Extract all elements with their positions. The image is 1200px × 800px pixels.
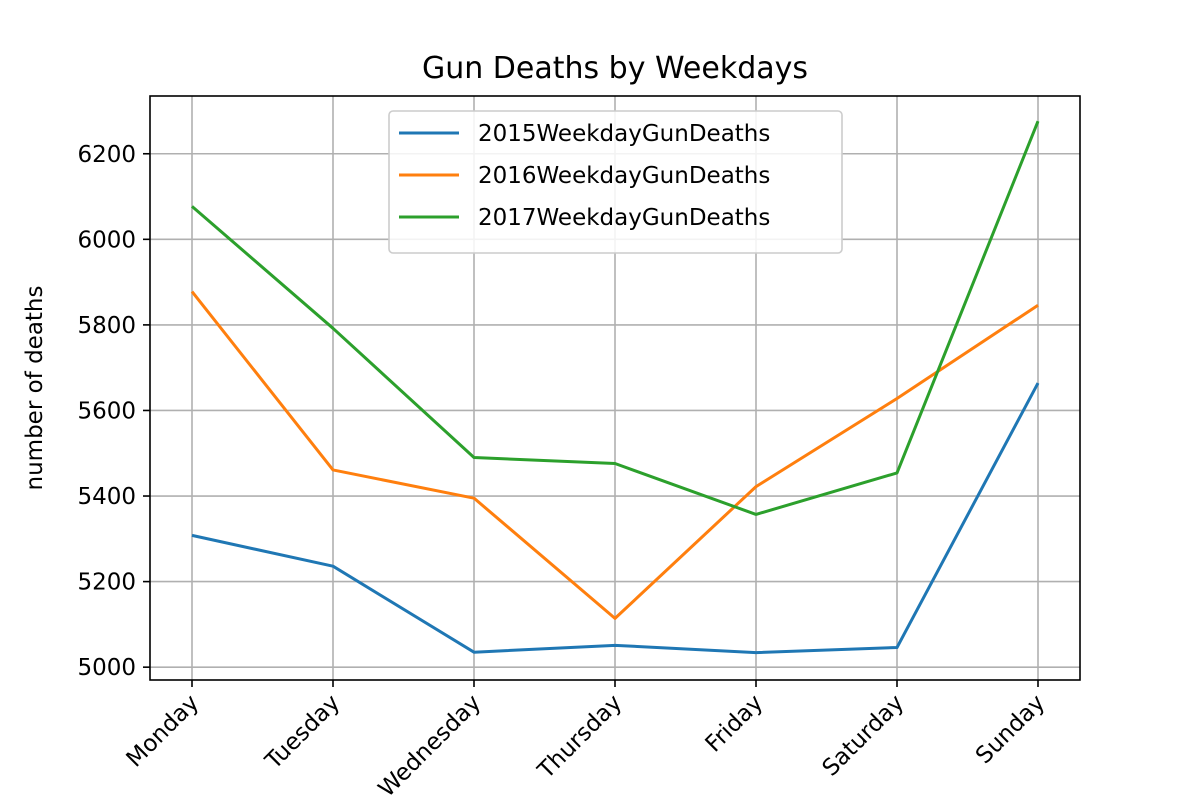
y-tick-label: 5800 xyxy=(77,313,136,339)
chart-title: Gun Deaths by Weekdays xyxy=(422,51,808,86)
series-line xyxy=(191,382,1040,655)
legend-label: 2017WeekdayGunDeaths xyxy=(478,205,770,231)
y-tick-label: 6200 xyxy=(77,142,136,168)
y-axis: 5000 5200 5400 5600 5800 6000 6200 xyxy=(77,142,150,681)
legend-box xyxy=(388,110,843,254)
legend-label: 2016WeekdayGunDeaths xyxy=(478,163,770,189)
y-axis-label: number of deaths xyxy=(22,286,48,491)
legend-label: 2015WeekdayGunDeaths xyxy=(478,121,770,147)
series-line xyxy=(190,290,1039,620)
y-tick-label: 5400 xyxy=(77,484,136,510)
y-tick-label: 5200 xyxy=(77,570,136,596)
legend: 2015WeekdayGunDeaths 2016WeekdayGunDeaths… xyxy=(388,110,843,254)
series-line xyxy=(191,120,1040,516)
series-layer xyxy=(190,120,1040,655)
y-tick-label: 5600 xyxy=(77,398,136,424)
y-tick-label: 6000 xyxy=(77,227,136,253)
y-tick-label: 5000 xyxy=(77,655,136,681)
